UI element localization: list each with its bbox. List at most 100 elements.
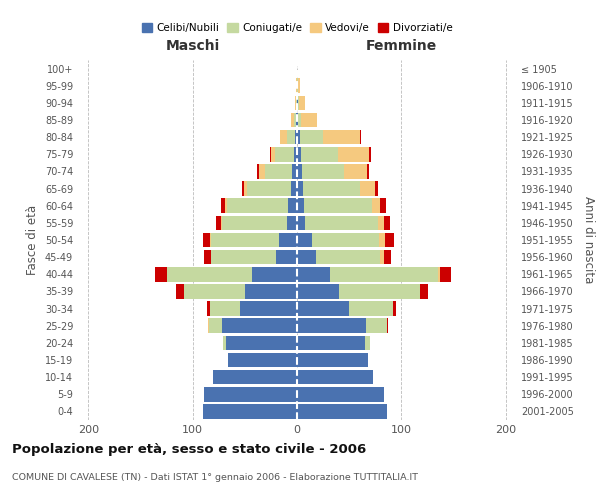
Bar [344,164,367,178]
Bar [223,336,226,350]
Bar [297,352,368,368]
Bar [380,250,383,264]
Bar [383,216,390,230]
Bar [380,198,386,213]
Bar [440,267,451,281]
Bar [203,404,297,418]
Text: COMUNE DI CAVALESE (TN) - Dati ISTAT 1° gennaio 2006 - Elaborazione TUTTITALIA.I: COMUNE DI CAVALESE (TN) - Dati ISTAT 1° … [12,472,418,482]
Bar [204,387,297,402]
Bar [291,112,294,128]
Bar [209,318,222,333]
Bar [297,250,316,264]
Bar [372,198,380,213]
Bar [239,302,297,316]
Bar [275,147,294,162]
Bar [379,232,385,248]
Bar [298,78,300,93]
Text: Femmine: Femmine [365,39,437,53]
Bar [208,302,211,316]
Bar [304,198,372,213]
Bar [215,216,221,230]
Bar [247,182,291,196]
Bar [203,232,211,248]
Bar [228,352,297,368]
Bar [393,302,396,316]
Y-axis label: Fasce di età: Fasce di età [26,205,39,275]
Bar [297,267,331,281]
Bar [155,267,167,281]
Bar [167,267,252,281]
Bar [311,232,379,248]
Bar [420,284,428,298]
Bar [176,284,184,298]
Legend: Celibi/Nubili, Coniugati/e, Vedovi/e, Divorziati/e: Celibi/Nubili, Coniugati/e, Vedovi/e, Di… [137,18,457,37]
Bar [221,198,225,213]
Bar [297,336,365,350]
Bar [331,267,438,281]
Bar [386,318,388,333]
Bar [287,198,297,213]
Bar [242,182,244,196]
Bar [294,112,296,128]
Y-axis label: Anni di nascita: Anni di nascita [581,196,595,284]
Bar [302,164,344,178]
Bar [292,164,297,178]
Bar [297,318,366,333]
Bar [257,164,259,178]
Bar [365,336,370,350]
Bar [244,182,247,196]
Bar [297,198,304,213]
Bar [265,164,292,178]
Bar [303,182,359,196]
Bar [296,112,297,128]
Bar [212,370,297,384]
Bar [295,96,296,110]
Bar [301,112,317,128]
Bar [222,216,287,230]
Bar [211,302,239,316]
Bar [225,198,227,213]
Bar [276,250,297,264]
Bar [294,147,297,162]
Bar [385,232,394,248]
Bar [298,96,299,110]
Bar [227,198,287,213]
Bar [323,130,359,144]
Bar [287,130,295,144]
Bar [316,250,380,264]
Bar [338,147,369,162]
Bar [297,96,298,110]
Bar [252,267,297,281]
Bar [379,216,383,230]
Bar [221,216,222,230]
Bar [383,250,391,264]
Bar [296,96,297,110]
Bar [279,232,297,248]
Bar [297,182,303,196]
Bar [280,130,287,144]
Bar [245,284,297,298]
Bar [359,182,375,196]
Bar [305,216,379,230]
Bar [297,404,386,418]
Bar [184,284,245,298]
Bar [297,216,305,230]
Bar [204,250,211,264]
Bar [211,232,279,248]
Bar [211,250,276,264]
Bar [297,387,383,402]
Bar [438,267,440,281]
Bar [297,370,373,384]
Bar [297,147,301,162]
Bar [349,302,393,316]
Bar [375,182,379,196]
Bar [295,130,297,144]
Bar [287,216,297,230]
Bar [297,130,300,144]
Bar [226,336,297,350]
Bar [297,112,298,128]
Bar [270,147,271,162]
Bar [369,147,371,162]
Bar [359,130,361,144]
Bar [291,182,297,196]
